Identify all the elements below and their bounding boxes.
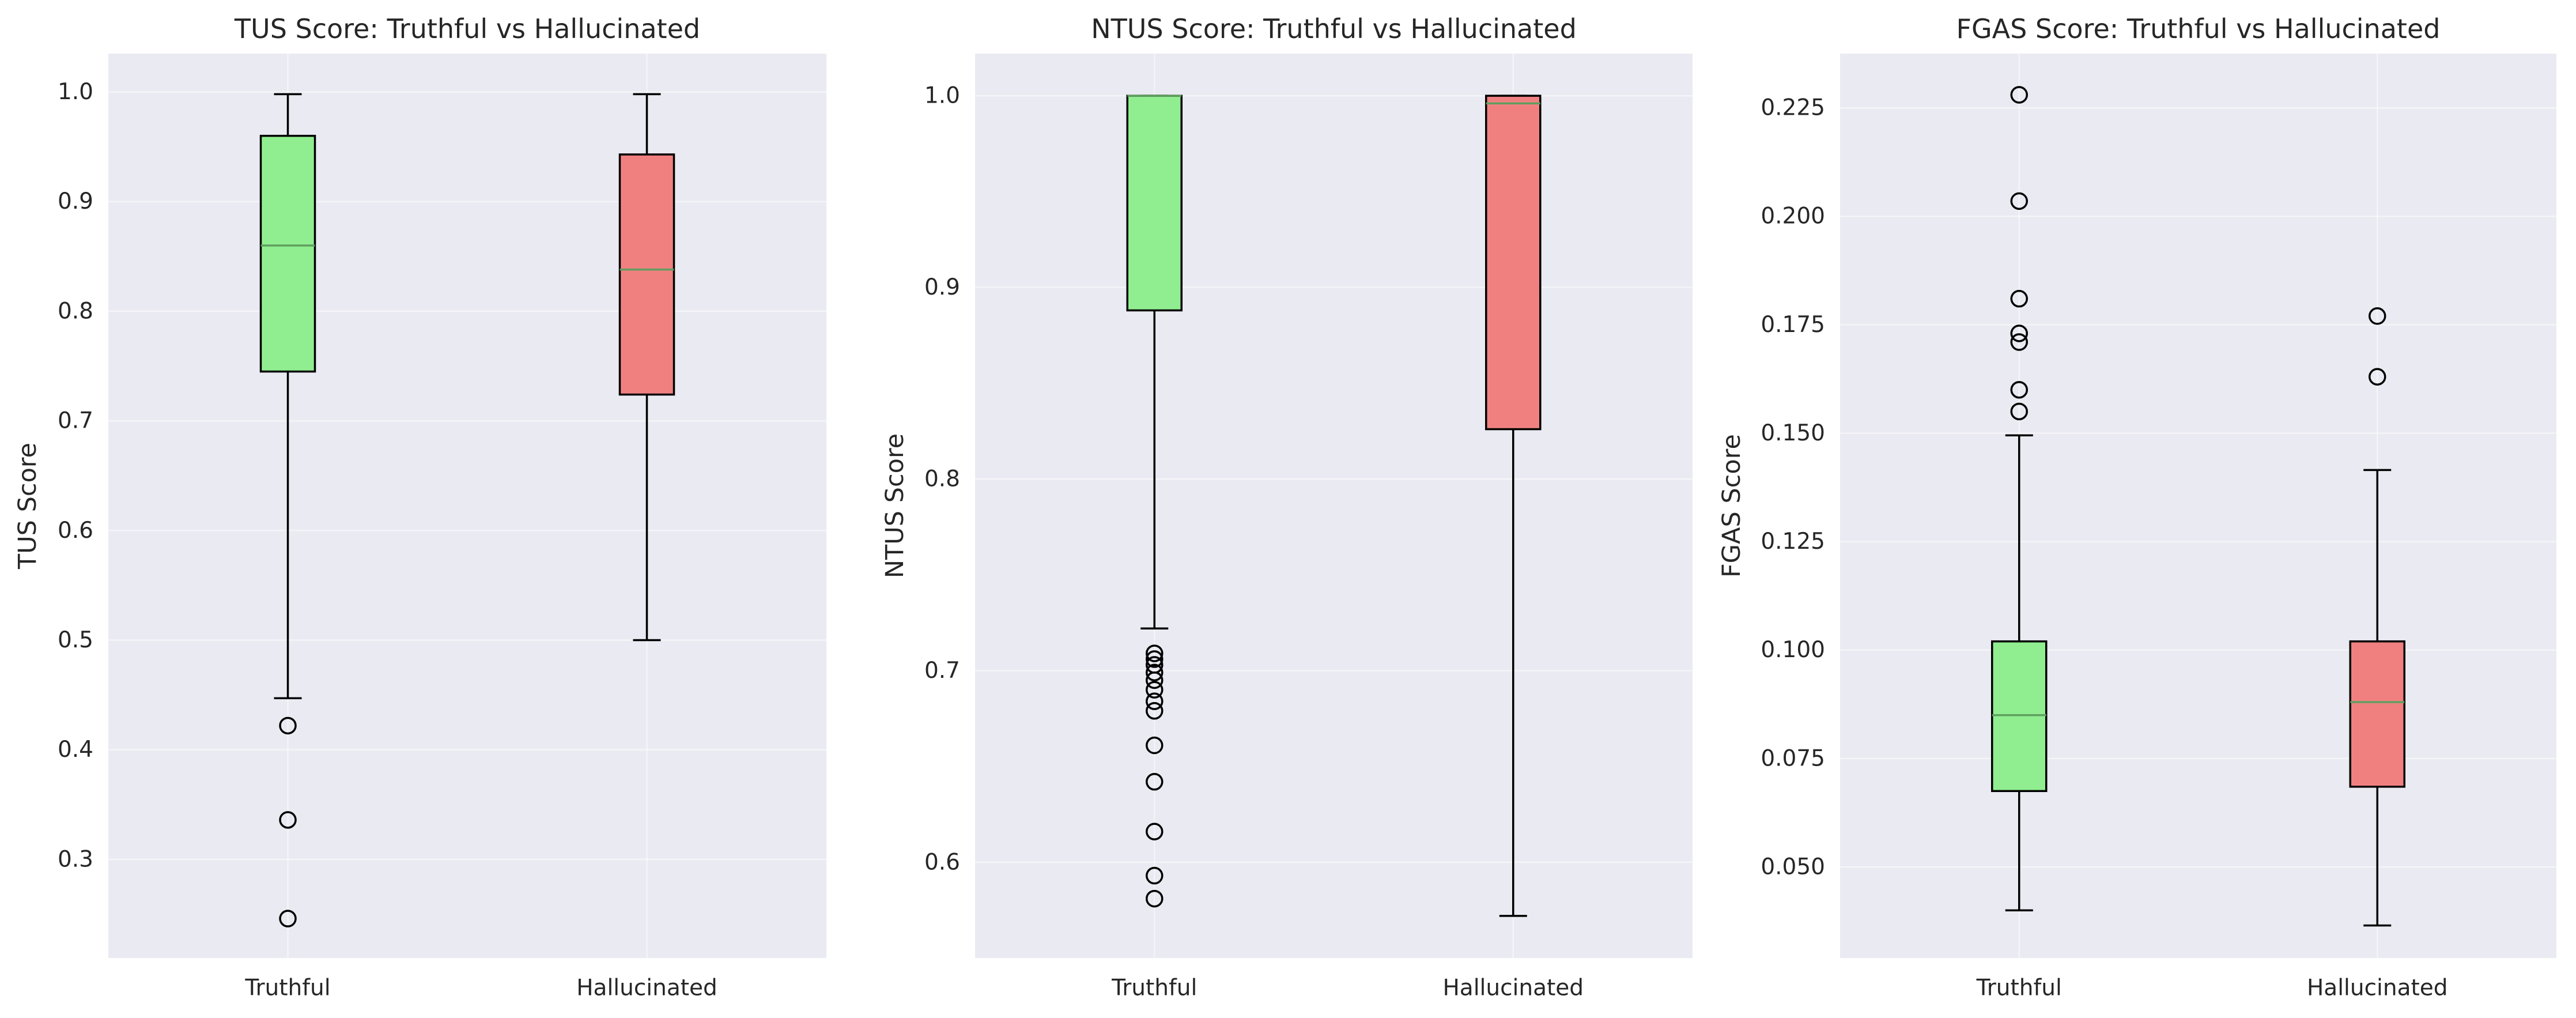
outlier-point xyxy=(2010,289,2028,308)
outlier-point xyxy=(2010,333,2028,351)
ntus-score-panel: 0.6 0.7 0.8 0.9 1.0 Truthful Hallucinated NTUS … xyxy=(881,13,1693,1001)
x-tick-label-hallucinated: Hallucinated xyxy=(576,975,717,1001)
box-truthful xyxy=(259,93,316,927)
box-hallucinated xyxy=(2349,307,2405,927)
chart-title: TUS Score: Truthful vs Hallucinated xyxy=(234,13,700,44)
y-tick-label: 0.125 xyxy=(1761,529,1825,555)
box-truthful xyxy=(1991,86,2048,911)
x-tick-label-hallucinated: Hallucinated xyxy=(1442,975,1584,1001)
y-tick-label: 0.7 xyxy=(924,658,960,684)
outlier-point xyxy=(1146,692,1164,710)
outlier-point xyxy=(279,717,297,735)
outlier-point xyxy=(1146,681,1164,699)
iqr-box xyxy=(2349,640,2405,788)
outlier-point xyxy=(1146,650,1164,668)
y-tick-label: 0.175 xyxy=(1761,312,1825,338)
y-tick-label: 0.5 xyxy=(58,627,93,653)
outlier-point xyxy=(279,811,297,829)
y-tick-label: 0.225 xyxy=(1761,95,1825,121)
outlier-point xyxy=(1146,823,1164,840)
y-tick-label: 0.6 xyxy=(924,849,960,875)
y-tick-label: 0.150 xyxy=(1761,420,1825,446)
box-truthful xyxy=(1126,95,1183,908)
x-tick-label-hallucinated: Hallucinated xyxy=(2307,975,2448,1001)
outlier-point xyxy=(2010,325,2028,342)
y-tick-label: 0.050 xyxy=(1761,854,1825,880)
outlier-point xyxy=(2369,307,2386,325)
outlier-point xyxy=(2010,380,2028,399)
box-hallucinated xyxy=(1485,95,1542,917)
tus-score-panel: 0.3 0.4 0.5 0.6 0.7 0.8 0.9 1.0 Truthful Hallucin… xyxy=(13,13,826,1001)
y-tick-label: 0.4 xyxy=(58,737,93,763)
y-tick-label: 0.7 xyxy=(58,408,93,434)
outlier-point xyxy=(2369,368,2386,386)
y-tick-label: 0.200 xyxy=(1761,203,1825,229)
iqr-box xyxy=(259,134,316,373)
chart-title: FGAS Score: Truthful vs Hallucinated xyxy=(1956,13,2441,44)
x-tick-label-truthful: Truthful xyxy=(244,975,330,1001)
chart-title: NTUS Score: Truthful vs Hallucinated xyxy=(1091,13,1577,44)
y-axis-label: FGAS Score xyxy=(1717,434,1746,578)
y-tick-label: 0.6 xyxy=(58,518,93,544)
iqr-box xyxy=(618,153,675,396)
plot-area xyxy=(975,54,1693,958)
outlier-point xyxy=(1146,772,1164,791)
y-tick-label: 0.100 xyxy=(1761,637,1825,663)
iqr-box xyxy=(1126,95,1183,312)
y-tick-label: 0.9 xyxy=(58,188,93,214)
y-tick-label: 0.075 xyxy=(1761,745,1825,771)
y-tick-label: 0.9 xyxy=(924,274,960,300)
plot-area xyxy=(1840,54,2556,958)
outlier-point xyxy=(1146,889,1164,908)
outlier-point xyxy=(1146,702,1164,720)
box-hallucinated xyxy=(618,93,675,642)
outlier-point xyxy=(1146,736,1164,755)
outlier-point xyxy=(1146,644,1164,662)
y-tick-label: 1.0 xyxy=(924,83,960,109)
y-axis-label: TUS Score xyxy=(13,443,42,570)
y-tick-label: 1.0 xyxy=(58,79,93,105)
y-tick-label: 0.8 xyxy=(58,298,93,324)
x-tick-label-truthful: Truthful xyxy=(1976,975,2062,1001)
iqr-box xyxy=(1991,640,2048,793)
outlier-point xyxy=(2010,86,2028,104)
y-tick-label: 0.8 xyxy=(924,466,960,492)
plot-area xyxy=(108,54,826,958)
outlier-point xyxy=(1146,866,1164,885)
y-tick-label: 0.3 xyxy=(58,846,93,872)
iqr-box xyxy=(1485,95,1542,431)
y-axis-label: NTUS Score xyxy=(881,433,909,578)
outlier-point xyxy=(279,910,297,927)
outlier-point xyxy=(2010,402,2028,421)
outlier-point xyxy=(1146,663,1164,681)
outlier-point xyxy=(1146,671,1164,689)
x-tick-label-truthful: Truthful xyxy=(1111,975,1197,1001)
outlier-point xyxy=(2010,192,2028,210)
fgas-score-panel: 0.050 0.075 0.100 0.125 0.150 0.175 0.200 0.225… xyxy=(1717,13,2556,1001)
